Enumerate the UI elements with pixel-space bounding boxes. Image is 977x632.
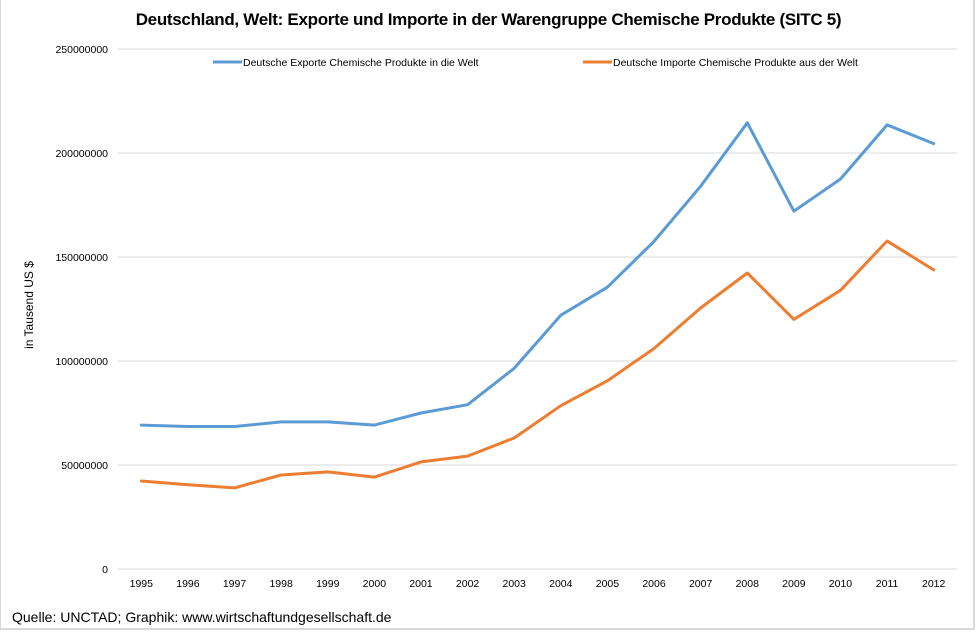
y-tick-label: 50000000	[61, 460, 108, 472]
x-tick-label: 2000	[363, 578, 387, 590]
x-tick-label: 2001	[409, 578, 433, 590]
x-tick-label: 2006	[642, 578, 666, 590]
y-tick-label: 200000000	[55, 148, 108, 160]
series-line-imports	[139, 239, 936, 490]
series-line-exports	[139, 121, 936, 428]
x-tick-label: 2010	[829, 578, 853, 590]
series-lines	[139, 121, 936, 490]
legend: Deutsche Exporte Chemische Produkte in d…	[213, 57, 858, 69]
chart-title: Deutschland, Welt: Exporte und Importe i…	[135, 10, 842, 29]
gridlines	[118, 48, 957, 570]
x-tick-label: 2004	[549, 578, 573, 590]
x-tick-label: 2009	[782, 578, 806, 590]
source-note: Quelle: UNCTAD; Graphik: www.wirtschaftu…	[12, 609, 392, 625]
x-tick-label: 1999	[316, 578, 340, 590]
x-tick-label: 2008	[736, 578, 760, 590]
x-tick-label: 1997	[223, 578, 247, 590]
x-tick-label: 2005	[596, 578, 620, 590]
x-axis-ticks: 1995 1996 1997 1998 1999 2000 2001 2002 2003 2004…	[130, 578, 946, 590]
x-tick-label: 2007	[689, 578, 713, 590]
x-tick-label: 1998	[269, 578, 293, 590]
y-tick-label: 150000000	[55, 252, 108, 264]
x-tick-label: 1996	[176, 578, 200, 590]
y-tick-label: 100000000	[55, 356, 108, 368]
x-tick-label: 2012	[922, 578, 946, 590]
y-axis-ticks: 0 50000000 100000000 150000000 200000000 2500…	[55, 44, 108, 576]
legend-label: Deutsche Importe Chemische Produkte aus …	[613, 57, 858, 69]
legend-label: Deutsche Exporte Chemische Produkte in d…	[243, 57, 479, 69]
x-tick-label: 2003	[503, 578, 527, 590]
x-tick-label: 2011	[876, 578, 899, 590]
x-tick-label: 1995	[130, 578, 154, 590]
y-tick-label: 250000000	[55, 44, 108, 56]
y-tick-label: 0	[102, 564, 108, 576]
x-tick-label: 2002	[456, 578, 480, 590]
